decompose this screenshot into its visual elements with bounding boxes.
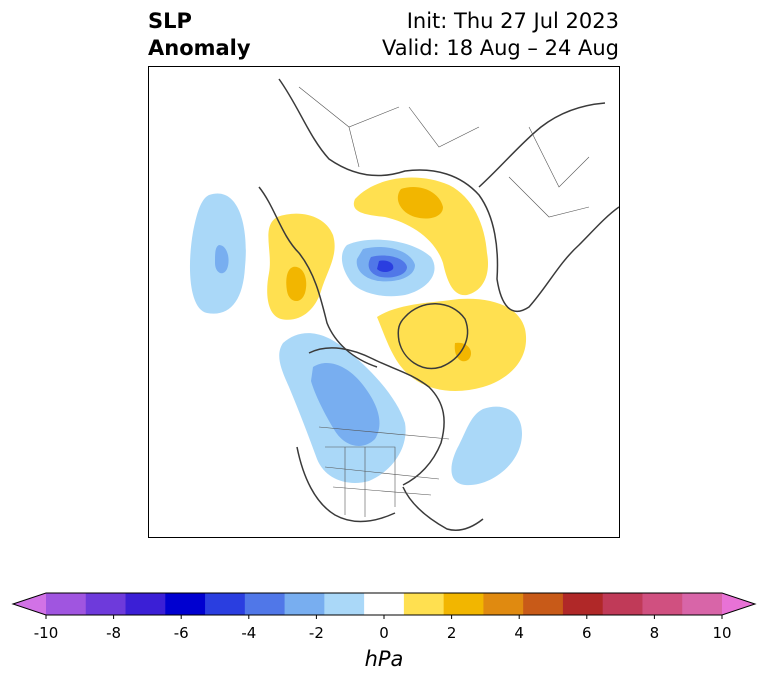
- colorbar-tick-label: -4: [241, 624, 257, 642]
- colorbar-tick-label: -6: [173, 624, 189, 642]
- us-coast-east: [402, 486, 484, 531]
- colorbar-tick-label: 10: [712, 624, 732, 642]
- title-line-2: Anomaly: [148, 36, 251, 60]
- forecast-info: Init: Thu 27 Jul 2023 Valid: 18 Aug – 24…: [382, 8, 619, 62]
- colorbar-cell: [403, 593, 445, 615]
- colorbar-cell: [523, 593, 564, 615]
- colorbar-ticks: [45, 615, 723, 619]
- colorbar-tick-label: 2: [446, 624, 457, 642]
- colorbar-tick-label: 8: [649, 624, 660, 642]
- colorbar-tick-label: 0: [379, 624, 389, 642]
- colorbar-cell: [284, 593, 325, 615]
- colorbar-cell: [443, 593, 484, 615]
- us-coast-west: [296, 446, 396, 523]
- siberia-high-light: [353, 177, 489, 296]
- colorbar-tick-label: -10: [33, 624, 59, 642]
- colorbar-cell: [244, 593, 286, 615]
- colorbar-cell: [205, 593, 246, 615]
- greenland-high-light: [377, 298, 527, 391]
- colorbar-tick-label: -2: [308, 624, 324, 642]
- negative-anomaly-areas: [189, 193, 523, 486]
- pacific-low-mid: [215, 245, 229, 274]
- eurasia-coast: [278, 78, 619, 313]
- colorbar-cell: [125, 593, 166, 615]
- colorbar-tick-label: -8: [106, 624, 122, 642]
- colorbar-cell: [364, 593, 405, 615]
- colorbar-cell: [562, 593, 604, 615]
- arctic-low-core: [377, 260, 394, 272]
- valid-range: Valid: 18 Aug – 24 Aug: [381, 36, 619, 60]
- colorbar-tick-label: 6: [582, 624, 592, 642]
- colorbar-extend-low: [13, 593, 46, 615]
- greenland-high-mid: [454, 342, 472, 362]
- colorbar: [11, 592, 757, 619]
- init-date: Init: Thu 27 Jul 2023: [406, 9, 619, 33]
- europe-coast: [478, 102, 606, 188]
- colorbar-cell: [602, 593, 643, 615]
- alaska-high-light: [267, 213, 335, 320]
- colorbar-cell: [682, 593, 723, 615]
- colorbar-cell: [165, 593, 206, 615]
- country-borders: [298, 86, 590, 517]
- colorbar-cell: [642, 593, 683, 615]
- colorbar-cell: [85, 593, 127, 615]
- positive-anomaly-areas: [267, 177, 527, 391]
- colorbar-cell: [324, 593, 365, 615]
- canada-coast: [308, 347, 445, 486]
- greenland-coast: [397, 303, 469, 370]
- colorbar-cells: [13, 593, 755, 615]
- alaska-high-mid: [286, 266, 307, 302]
- colorbar-unit: hPa: [364, 647, 404, 671]
- colorbar-cell: [46, 593, 87, 615]
- canada-low-mid: [311, 363, 380, 446]
- colorbar-cell: [483, 593, 524, 615]
- atlantic-low-light: [451, 406, 523, 486]
- map-panel: [148, 66, 620, 538]
- colorbar-tick-label: 4: [514, 624, 524, 642]
- map-title: SLP Anomaly: [148, 8, 251, 62]
- coastlines: [258, 78, 619, 531]
- colorbar-extend-high: [722, 593, 755, 615]
- siberia-high-mid: [397, 187, 443, 219]
- anomaly-map: [189, 78, 619, 531]
- title-line-1: SLP: [148, 9, 192, 33]
